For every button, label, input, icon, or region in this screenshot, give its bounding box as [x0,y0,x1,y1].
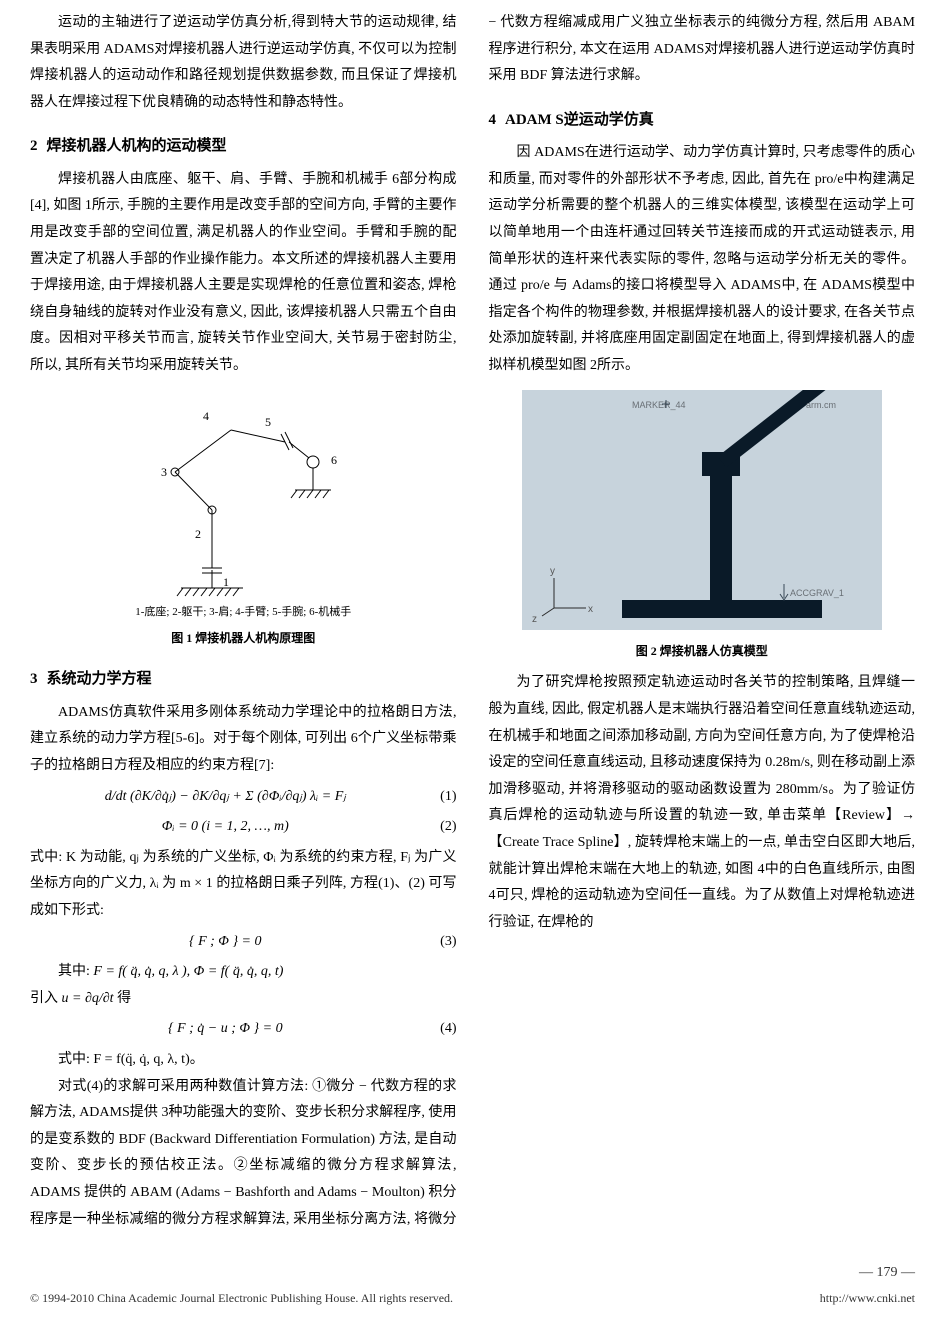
footer-url: http://www.cnki.net [820,1287,915,1310]
page-columns: 运动的主轴进行了逆运动学仿真分析,得到特大节的运动规律, 结果表明采用 ADAM… [30,10,915,1250]
page-footer: © 1994-2010 China Academic Journal Elect… [30,1254,915,1309]
page-number: — 179 — [820,1260,915,1287]
section-2-number: 2 [30,138,38,154]
fig1-label-2: 2 [195,527,201,541]
fig1-label-5: 5 [265,415,271,429]
section-3-p2: 式中: K 为动能, qⱼ 为系统的广义坐标, Φᵢ 为系统的约束方程, Fⱼ … [30,845,457,925]
fig1-label-1: 1 [223,575,229,589]
section-4-p2: 为了研究焊枪按照预定轨迹运动时各关节的控制策略, 且焊缝一般为直线, 因此, 假… [489,670,916,936]
equation-4-body: { F ; q̇ − u ; Φ } = 0 [30,1016,421,1043]
fig2-marker-label: MARKER_44 [632,400,686,410]
equation-1-body: d/dt (∂K/∂q̇ⱼ) − ∂K/∂qⱼ + Σ (∂Φᵢ/∂qⱼ) λᵢ… [30,784,421,811]
figure-1-caption: 图 1 焊接机器人机构原理图 [30,627,457,650]
figure-2-caption: 图 2 焊接机器人仿真模型 [489,640,916,663]
section-2-body: 焊接机器人由底座、躯干、肩、手臂、手腕和机械手 6部分构成[4], 如图 1所示… [30,167,457,380]
section-4-number: 4 [489,112,497,128]
figure-1-subcaption: 1-底座; 2-躯干; 3-肩; 4-手臂; 5-手腕; 6-机械手 [30,602,457,623]
figure-2: y x z MARKER_44 arm.cm ACCGRAV_1 图 2 焊接机… [489,390,916,663]
equation-1: d/dt (∂K/∂q̇ⱼ) − ∂K/∂qⱼ + Σ (∂Φᵢ/∂qⱼ) λᵢ… [30,784,457,811]
section-3-heading: 3 系统动力学方程 [30,665,457,694]
section-3-p4-eq: u = ∂q/∂t [62,991,114,1006]
section-4-title: ADAM S逆运动学仿真 [505,112,654,128]
section-2-title: 焊接机器人机构的运动模型 [47,138,227,154]
equation-4-num: (4) [421,1016,457,1043]
fig2-arm-label: arm.cm [806,400,836,410]
fig1-label-4: 4 [203,409,209,423]
axis-z-label: z [532,614,537,625]
equation-2-num: (2) [421,814,457,841]
fig2-accgrav-label: ACCGRAV_1 [790,588,844,598]
fig1-label-6: 6 [331,453,337,467]
section-4-p1: 因 ADAMS在进行运动学、动力学仿真计算时, 只考虑零件的质心和质量, 而对零… [489,140,916,379]
equation-3-body: { F ; Φ } = 0 [30,929,421,956]
footer-copyright: © 1994-2010 China Academic Journal Elect… [30,1287,453,1310]
section-3-number: 3 [30,671,38,687]
equation-2-body: Φᵢ = 0 (i = 1, 2, …, m) [30,814,421,841]
section-3-p4-suffix: 得 [117,991,131,1006]
section-3-p4: 引入 u = ∂q/∂t 得 [30,986,457,1013]
section-2-heading: 2 焊接机器人机构的运动模型 [30,132,457,161]
section-3-title: 系统动力学方程 [47,671,152,687]
section-4-heading: 4 ADAM S逆运动学仿真 [489,106,916,135]
eq3-where-body: F = f( q̈, q̇, q, λ ), Φ = f( q̈, q̇, q,… [93,964,283,979]
figure-2-render: y x z MARKER_44 arm.cm ACCGRAV_1 [522,390,882,630]
intro-para: 运动的主轴进行了逆运动学仿真分析,得到特大节的运动规律, 结果表明采用 ADAM… [30,10,457,116]
figure-1-schematic: 1 2 3 4 5 6 [133,390,353,600]
section-3-p4-prefix: 引入 [30,991,58,1006]
equation-3: { F ; Φ } = 0 (3) [30,929,457,956]
section-3-p3: 其中: F = f( q̈, q̇, q, λ ), Φ = f( q̈, q̇… [30,959,457,986]
equation-2: Φᵢ = 0 (i = 1, 2, …, m) (2) [30,814,457,841]
axis-y-label: y [550,566,555,577]
fig1-label-3: 3 [161,465,167,479]
eq3-where-prefix: 其中: [58,964,90,979]
equation-3-num: (3) [421,929,457,956]
equation-4: { F ; q̇ − u ; Φ } = 0 (4) [30,1016,457,1043]
figure-1: 1 2 3 4 5 6 1-底座; 2-躯干; 3-肩; 4-手臂; 5-手腕;… [30,390,457,650]
axis-x-label: x [588,604,593,615]
equation-1-num: (1) [421,784,457,811]
section-3-p1: ADAMS仿真软件采用多刚体系统动力学理论中的拉格朗日方法, 建立系统的动力学方… [30,700,457,780]
right-p0: 式中: F = f(q̈, q̇, q, λ, t)。 [30,1047,457,1074]
